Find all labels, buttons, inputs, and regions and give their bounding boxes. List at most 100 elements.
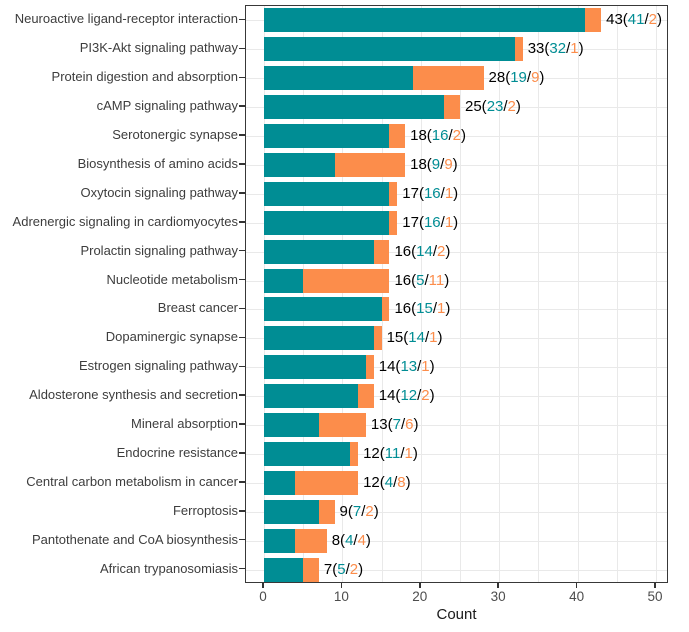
teal-segment [264, 413, 319, 438]
gridline-horizontal [246, 309, 667, 311]
x-axis-tick [497, 583, 499, 588]
teal-segment [264, 355, 366, 380]
gridline-horizontal [246, 222, 667, 224]
bar-row [264, 95, 460, 120]
teal-segment [264, 268, 304, 293]
y-axis-tick [239, 221, 245, 223]
gridline-vertical [656, 6, 657, 582]
orange-segment [389, 124, 406, 149]
category-label: cAMP signaling pathway [96, 98, 238, 114]
y-axis-tick [239, 423, 245, 425]
teal-segment [264, 528, 296, 553]
bar-value-label: 9(7/2) [339, 502, 379, 520]
bar-row [264, 528, 327, 553]
x-axis-tick [654, 583, 656, 588]
y-axis-tick [239, 105, 245, 107]
bar-value-label: 25(23/2) [465, 98, 521, 116]
gridline-horizontal [246, 482, 667, 484]
bar-row [264, 66, 484, 91]
teal-segment [264, 124, 390, 149]
gridline-horizontal [246, 453, 667, 455]
orange-segment [514, 37, 523, 62]
bar-value-label: 15(14/1) [386, 329, 443, 347]
bar-row [264, 326, 382, 351]
bar-value-label: 18(9/9) [410, 155, 458, 173]
gridline-horizontal [246, 136, 667, 138]
teal-segment [264, 66, 413, 91]
bar-row [264, 441, 359, 466]
y-axis-tick [239, 481, 245, 483]
bar-value-label: 28(19/9) [488, 69, 545, 87]
y-axis-tick [239, 76, 245, 78]
gridline-horizontal [246, 280, 667, 282]
bar-row [264, 8, 602, 33]
x-axis-tick [340, 583, 343, 588]
bar-row [264, 152, 406, 177]
category-label: Aldosterone synthesis and secretion [29, 387, 238, 403]
y-axis-tick [239, 249, 245, 252]
orange-segment [295, 470, 359, 495]
y-axis-tick [239, 47, 245, 50]
gridline-vertical [460, 6, 461, 582]
category-label: Serotonergic synapse [112, 127, 238, 143]
y-axis-tick [239, 394, 245, 396]
category-label: Oxytocin signaling pathway [80, 184, 238, 200]
bar-value-label: 13(7/6) [370, 416, 419, 434]
orange-segment [389, 181, 398, 206]
bar-value-label: 16(15/1) [394, 300, 451, 318]
gridline-vertical [420, 6, 422, 582]
category-label: Central carbon metabolism in cancer [26, 473, 238, 489]
x-tick-label: 0 [259, 589, 267, 604]
orange-segment [373, 326, 382, 351]
category-label: Nucleotide metabolism [106, 271, 238, 287]
bar-value-label: 17(16/1) [402, 213, 459, 231]
y-axis-tick [239, 567, 245, 570]
gridline-horizontal [246, 396, 667, 398]
teal-segment [264, 326, 374, 351]
orange-segment [350, 441, 359, 466]
bar-value-label: 18(16/2) [410, 127, 466, 145]
teal-segment [264, 152, 335, 177]
y-axis-tick [239, 307, 245, 310]
bar-row [264, 239, 390, 264]
gridline-vertical [264, 6, 265, 582]
gridline-vertical [499, 6, 501, 582]
y-axis-tick [239, 336, 245, 339]
bar-value-label: 16(14/2) [394, 242, 451, 260]
y-axis-tick [239, 278, 245, 281]
teal-segment [264, 37, 515, 62]
orange-segment [334, 152, 406, 177]
bar-row [264, 210, 398, 235]
orange-segment [381, 297, 390, 322]
teal-segment [264, 441, 351, 466]
orange-segment [585, 8, 602, 33]
category-label: Pantothenate and CoA biosynthesis [32, 531, 238, 547]
category-label: Prolactin signaling pathway [80, 242, 238, 258]
x-tick-label: 20 [412, 589, 428, 604]
gridline-vertical [381, 6, 383, 582]
gridline-vertical [616, 6, 618, 582]
gridline-horizontal [246, 540, 667, 542]
teal-segment [264, 181, 390, 206]
bar-value-label: 43(41/2) [606, 11, 662, 29]
orange-segment [295, 528, 327, 553]
category-label: African trypanosomiasis [100, 560, 238, 576]
orange-segment [444, 95, 460, 120]
bar-value-label: 14(12/2) [378, 387, 435, 405]
teal-segment [264, 297, 382, 322]
bar-value-label: 7(5/2) [323, 560, 364, 578]
orange-segment [303, 268, 390, 293]
teal-segment [264, 239, 374, 264]
category-label: Biosynthesis of amino acids [77, 155, 238, 171]
bar-value-label: 17(16/1) [402, 184, 459, 202]
bar-row [264, 268, 390, 293]
x-axis-tick [262, 583, 264, 588]
bar-row [264, 384, 374, 409]
y-axis-tick [239, 134, 245, 136]
teal-segment [264, 470, 296, 495]
category-label: Ferroptosis [172, 502, 238, 518]
bar-row [264, 124, 406, 149]
bar-value-label: 12(4/8) [363, 473, 411, 491]
category-label: Protein digestion and absorption [51, 69, 238, 85]
